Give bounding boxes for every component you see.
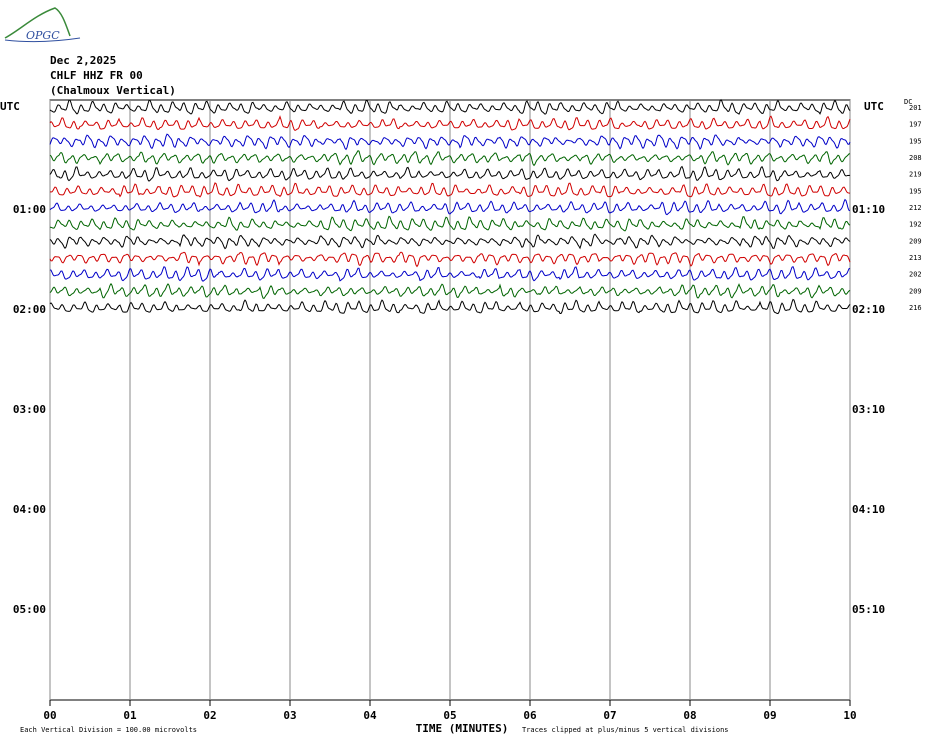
dc-value: 202 bbox=[909, 271, 922, 279]
trace bbox=[49, 133, 851, 151]
dc-value: 213 bbox=[909, 254, 922, 262]
trace bbox=[49, 215, 851, 232]
left-label: UTC bbox=[0, 100, 20, 113]
x-tick-label: 01 bbox=[123, 709, 137, 722]
dc-value: 216 bbox=[909, 304, 922, 312]
dc-label: DC bbox=[904, 98, 912, 106]
dc-value: 219 bbox=[909, 171, 922, 179]
footnote-right: Traces clipped at plus/minus 5 vertical … bbox=[522, 726, 729, 734]
dc-value: 212 bbox=[909, 204, 922, 212]
dc-value: 209 bbox=[909, 287, 922, 295]
trace bbox=[49, 266, 851, 282]
x-tick-label: 02 bbox=[203, 709, 216, 722]
x-tick-label: 05 bbox=[443, 709, 456, 722]
dc-value: 208 bbox=[909, 154, 922, 162]
trace bbox=[49, 115, 851, 132]
x-tick-label: 10 bbox=[843, 709, 856, 722]
dc-value: 195 bbox=[909, 187, 922, 195]
dc-value: 192 bbox=[909, 221, 922, 229]
trace bbox=[49, 98, 851, 115]
x-tick-label: 03 bbox=[283, 709, 296, 722]
logo-shape bbox=[4, 7, 71, 39]
trace bbox=[49, 182, 851, 198]
station: CHLF HHZ FR 00 bbox=[50, 69, 143, 82]
hour-label: 01:10 bbox=[852, 203, 885, 216]
hour-label: 01:00 bbox=[13, 203, 46, 216]
x-tick-label: 06 bbox=[523, 709, 537, 722]
right-label: UTC bbox=[864, 100, 884, 113]
hour-label: 02:10 bbox=[852, 303, 885, 316]
x-axis-label: TIME (MINUTES) bbox=[416, 722, 509, 735]
hour-label: 04:10 bbox=[852, 503, 885, 516]
trace bbox=[49, 150, 851, 167]
hour-label: 02:00 bbox=[13, 303, 46, 316]
trace bbox=[49, 282, 851, 299]
hour-label: 03:00 bbox=[13, 403, 46, 416]
dc-value: 195 bbox=[909, 137, 922, 145]
x-tick-label: 07 bbox=[603, 709, 616, 722]
logo-text: OPGC bbox=[26, 29, 60, 42]
logo-swoosh bbox=[4, 37, 81, 43]
x-tick-label: 08 bbox=[683, 709, 696, 722]
trace bbox=[49, 233, 851, 250]
x-tick-label: 00 bbox=[43, 709, 56, 722]
dc-value: 201 bbox=[909, 104, 922, 112]
dc-value: 197 bbox=[909, 121, 922, 129]
hour-label: 04:00 bbox=[13, 503, 46, 516]
dc-value: 209 bbox=[909, 237, 922, 245]
trace bbox=[49, 298, 851, 315]
trace bbox=[49, 251, 851, 268]
description: (Chalmoux Vertical) bbox=[50, 84, 176, 97]
trace bbox=[49, 165, 851, 182]
date: Dec 2,2025 bbox=[50, 54, 116, 67]
hour-label: 03:10 bbox=[852, 403, 885, 416]
trace bbox=[49, 198, 851, 216]
footnote-left: Each Vertical Division = 100.00 microvol… bbox=[20, 726, 197, 734]
x-tick-label: 09 bbox=[763, 709, 776, 722]
hour-label: 05:10 bbox=[852, 603, 885, 616]
x-tick-label: 04 bbox=[363, 709, 377, 722]
hour-label: 05:00 bbox=[13, 603, 46, 616]
